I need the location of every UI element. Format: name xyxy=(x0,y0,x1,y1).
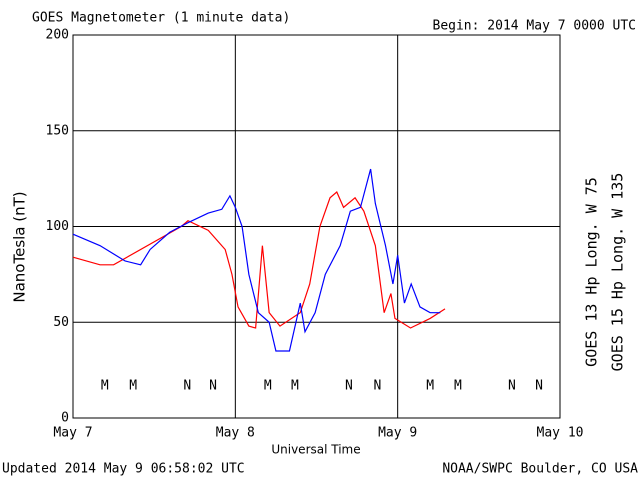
chart-title: GOES Magnetometer (1 minute data) xyxy=(32,11,290,26)
annotation: N xyxy=(209,379,217,394)
annotation: M xyxy=(264,379,272,394)
series-line xyxy=(72,168,441,352)
x-tick-label: May 7 xyxy=(53,426,92,441)
y-tick-label: 0 xyxy=(61,411,69,426)
annotation: M xyxy=(426,379,434,394)
annotation: M xyxy=(129,379,137,394)
annotation: N xyxy=(373,379,381,394)
x-tick-label: May 10 xyxy=(537,426,584,441)
x-axis-label: Universal Time xyxy=(271,443,360,457)
y-tick-label: 50 xyxy=(53,315,69,330)
annotation: M xyxy=(101,379,109,394)
x-tick-label: May 8 xyxy=(216,426,255,441)
series-line xyxy=(72,191,446,329)
annotation: N xyxy=(183,379,191,394)
annotation: M xyxy=(454,379,462,394)
y-axis-label: NanoTesla (nT) xyxy=(11,191,29,302)
legend-entry: GOES 15 Hp Long. W 135 xyxy=(609,173,627,372)
chart-subtitle: Begin: 2014 May 7 0000 UTC xyxy=(433,19,637,34)
footer-left: Updated 2014 May 9 06:58:02 UTC xyxy=(2,462,245,477)
y-tick-label: 200 xyxy=(46,28,69,43)
annotation: N xyxy=(508,379,516,394)
x-tick-label: May 9 xyxy=(378,426,417,441)
footer-right: NOAA/SWPC Boulder, CO USA xyxy=(442,462,638,477)
y-tick-label: 100 xyxy=(46,219,69,234)
annotation: N xyxy=(535,379,543,394)
y-tick-label: 150 xyxy=(46,123,69,138)
annotation: N xyxy=(345,379,353,394)
legend-entry: GOES 13 Hp Long. W 75 xyxy=(583,177,601,367)
annotation: M xyxy=(291,379,299,394)
